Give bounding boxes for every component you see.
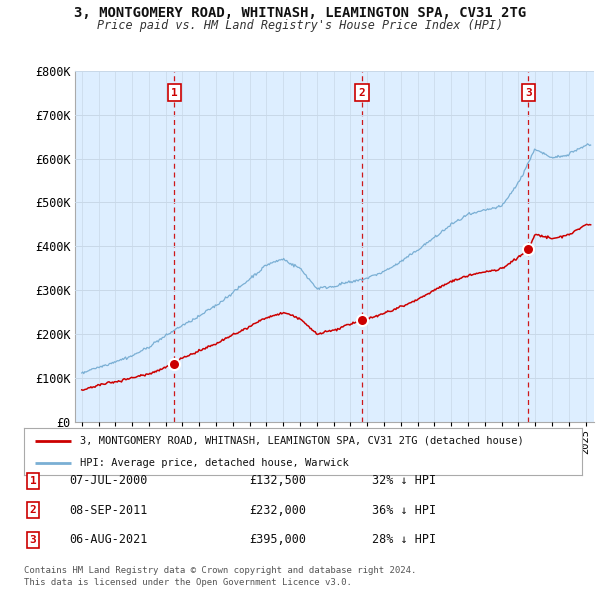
Text: 3: 3: [29, 535, 37, 545]
Text: £395,000: £395,000: [249, 533, 306, 546]
Text: 08-SEP-2011: 08-SEP-2011: [69, 504, 148, 517]
Text: £232,000: £232,000: [249, 504, 306, 517]
Text: 28% ↓ HPI: 28% ↓ HPI: [372, 533, 436, 546]
Text: £132,500: £132,500: [249, 474, 306, 487]
Text: Price paid vs. HM Land Registry's House Price Index (HPI): Price paid vs. HM Land Registry's House …: [97, 19, 503, 32]
Text: 32% ↓ HPI: 32% ↓ HPI: [372, 474, 436, 487]
Text: 3, MONTGOMERY ROAD, WHITNASH, LEAMINGTON SPA, CV31 2TG: 3, MONTGOMERY ROAD, WHITNASH, LEAMINGTON…: [74, 6, 526, 20]
Text: 3: 3: [525, 88, 532, 98]
Text: 2: 2: [29, 506, 37, 515]
Text: HPI: Average price, detached house, Warwick: HPI: Average price, detached house, Warw…: [80, 458, 349, 468]
Text: 07-JUL-2000: 07-JUL-2000: [69, 474, 148, 487]
Text: 1: 1: [29, 476, 37, 486]
Text: Contains HM Land Registry data © Crown copyright and database right 2024.
This d: Contains HM Land Registry data © Crown c…: [24, 566, 416, 587]
Text: 06-AUG-2021: 06-AUG-2021: [69, 533, 148, 546]
Text: 1: 1: [171, 88, 178, 98]
Text: 3, MONTGOMERY ROAD, WHITNASH, LEAMINGTON SPA, CV31 2TG (detached house): 3, MONTGOMERY ROAD, WHITNASH, LEAMINGTON…: [80, 436, 524, 446]
Text: 2: 2: [359, 88, 365, 98]
Text: 36% ↓ HPI: 36% ↓ HPI: [372, 504, 436, 517]
